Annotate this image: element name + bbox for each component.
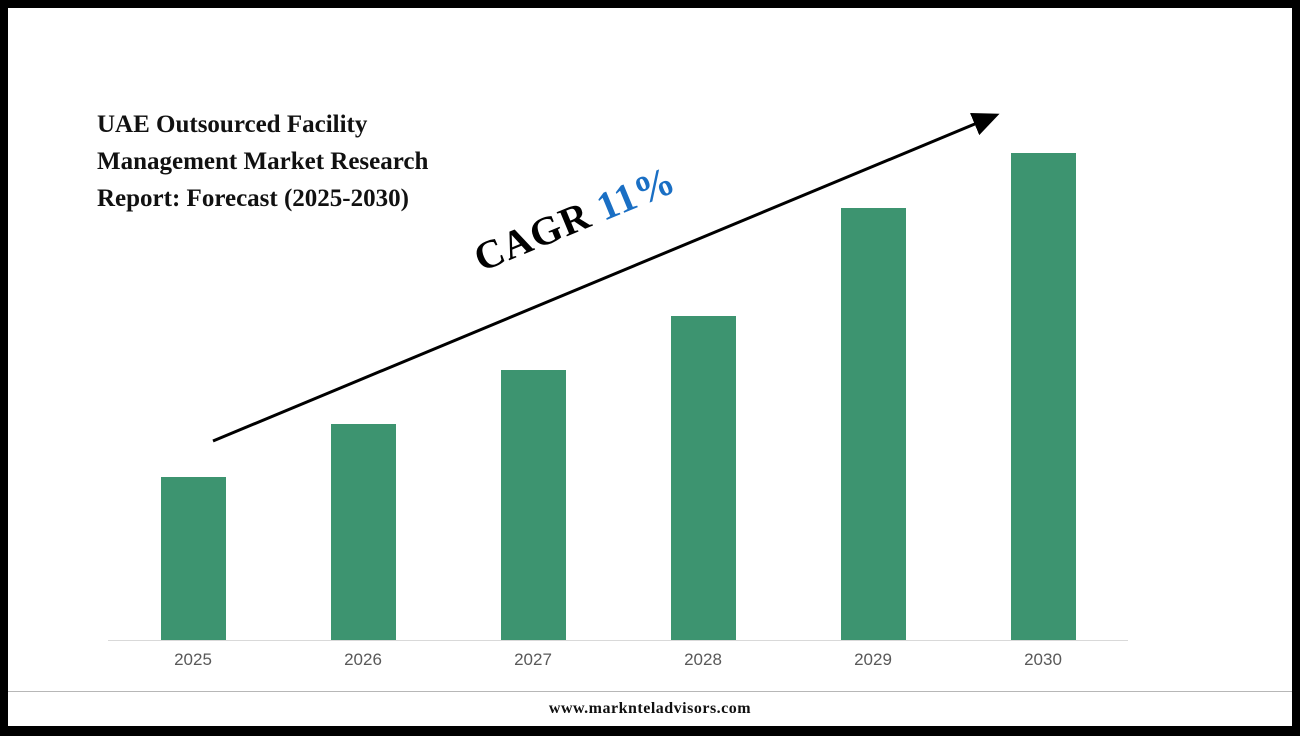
x-axis-label-2027: 2027 [514, 650, 552, 669]
chart-title-line-1: UAE Outsourced Facility [97, 111, 368, 138]
bar-column-2027 [448, 150, 618, 640]
x-axis-label-2026: 2026 [344, 650, 382, 669]
bar-2028 [670, 316, 736, 640]
footer-website-text: www.marknteladvisors.com [548, 700, 752, 717]
bar-column-2030 [958, 150, 1128, 640]
bar-2027 [500, 370, 566, 640]
bar-column-2028 [618, 150, 788, 640]
bar-2029 [840, 208, 906, 640]
x-axis-label-2029: 2029 [854, 650, 892, 669]
bar-column-2026 [278, 150, 448, 640]
x-axis-labels: 2025 2026 2027 2028 2029 2030 [108, 650, 1128, 670]
bar-chart-plot-area [108, 150, 1128, 641]
bar-2030 [1010, 153, 1076, 640]
bar-2025 [160, 477, 226, 640]
x-axis-label-2030: 2030 [1024, 650, 1062, 669]
x-axis-label-2025: 2025 [174, 650, 212, 669]
bar-2026 [330, 424, 396, 640]
footer-bar: www.marknteladvisors.com [8, 691, 1292, 726]
x-axis-label-2028: 2028 [684, 650, 722, 669]
bar-column-2025 [108, 150, 278, 640]
bar-column-2029 [788, 150, 958, 640]
slide-canvas: UAE Outsourced Facility Management Marke… [8, 8, 1292, 726]
